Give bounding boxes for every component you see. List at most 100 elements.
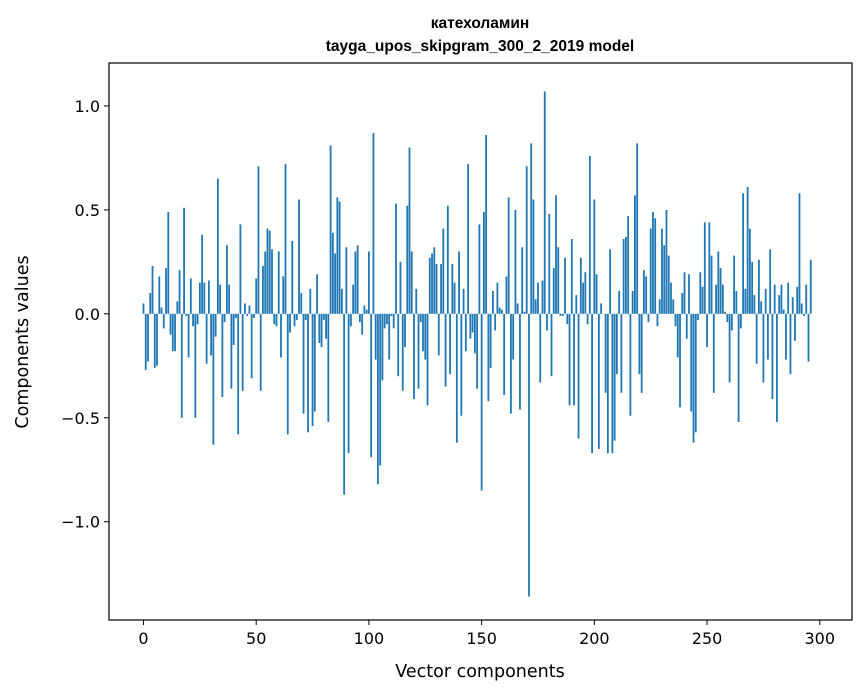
bar-61 (280, 313, 282, 358)
bar-267 (744, 288, 747, 314)
bar-16 (178, 270, 181, 314)
y-axis-label: Components values (13, 255, 33, 428)
bar-136 (449, 313, 451, 375)
bar-275 (762, 313, 765, 383)
bar-38 (228, 284, 231, 314)
bar-210 (615, 313, 618, 375)
bar-224 (647, 313, 650, 323)
bar-110 (390, 313, 393, 316)
bar-22 (192, 313, 194, 327)
bar-179 (546, 313, 548, 331)
bar-85 (334, 253, 336, 314)
bar-220 (638, 313, 641, 375)
bar-1 (144, 313, 147, 370)
bar-46 (246, 313, 249, 316)
bar-54 (264, 251, 267, 314)
bar-37 (226, 245, 228, 314)
bar-109 (388, 313, 391, 360)
bar-293 (803, 313, 805, 316)
bar-66 (291, 241, 294, 314)
x-tick-label: 100 (354, 629, 385, 648)
bar-145 (469, 313, 472, 339)
bar-11 (167, 211, 170, 314)
bar-108 (386, 313, 388, 325)
bar-158 (498, 307, 501, 314)
y-tick-label: −0.5 (61, 409, 100, 428)
bar-211 (618, 290, 621, 314)
bar-214 (625, 236, 627, 314)
bar-241 (685, 313, 688, 339)
bar-169 (523, 311, 526, 314)
bar-253 (712, 313, 715, 393)
bar-62 (282, 276, 285, 314)
bar-238 (679, 313, 681, 408)
bar-3 (149, 293, 152, 314)
bar-125 (424, 313, 427, 360)
bar-185 (559, 313, 562, 316)
bar-246 (697, 313, 699, 321)
bar-118 (408, 147, 411, 314)
bar-164 (512, 313, 515, 360)
bar-34 (219, 284, 222, 314)
bar-98 (363, 305, 366, 314)
bar-78 (318, 313, 321, 343)
bar-239 (681, 293, 684, 314)
x-tick-label: 150 (466, 629, 497, 648)
bar-132 (440, 263, 442, 314)
bar-137 (451, 263, 454, 314)
bar-188 (566, 313, 569, 325)
bar-74 (309, 288, 312, 314)
bar-236 (674, 313, 677, 327)
bar-123 (419, 313, 422, 323)
bar-225 (649, 228, 652, 314)
bar-115 (401, 313, 404, 391)
bar-281 (776, 313, 778, 422)
bar-280 (773, 284, 776, 314)
bar-72 (304, 313, 307, 321)
bar-26 (201, 234, 203, 314)
bar-53 (262, 266, 264, 314)
bar-133 (442, 228, 445, 314)
bar-218 (634, 195, 636, 314)
bar-28 (205, 313, 208, 364)
bar-75 (311, 313, 314, 427)
bar-111 (392, 313, 395, 329)
bar-114 (399, 261, 402, 314)
bar-13 (171, 313, 174, 352)
bar-96 (359, 313, 361, 323)
bar-27 (203, 282, 206, 314)
bar-97 (361, 313, 364, 335)
bar-23 (194, 313, 197, 418)
bar-59 (275, 313, 278, 327)
bar-141 (460, 313, 463, 416)
bar-150 (480, 313, 483, 491)
bar-194 (579, 257, 582, 314)
y-tick-label: 1.0 (75, 97, 100, 116)
bar-40 (232, 313, 235, 345)
bar-47 (248, 305, 251, 314)
bar-84 (331, 232, 334, 314)
bar-295 (807, 313, 810, 362)
bar-89 (343, 313, 346, 495)
bar-160 (503, 313, 506, 395)
bar-165 (514, 209, 517, 314)
x-axis-ticks: 0 50 100 150 200 250 300 (138, 620, 835, 648)
bar-257 (721, 284, 724, 314)
bar-240 (683, 272, 686, 314)
bar-237 (676, 313, 679, 358)
bar-65 (289, 313, 291, 333)
bar-261 (730, 313, 733, 331)
bar-42 (237, 313, 240, 435)
bar-203 (600, 303, 602, 314)
bar-223 (645, 276, 648, 314)
bar-196 (584, 272, 587, 314)
bar-102 (372, 132, 375, 314)
bar-159 (501, 309, 503, 314)
bar-146 (471, 313, 474, 333)
bar-163 (510, 313, 512, 414)
bar-168 (521, 247, 524, 314)
bar-14 (174, 313, 176, 352)
bar-287 (789, 313, 792, 375)
bar-104 (377, 313, 379, 485)
